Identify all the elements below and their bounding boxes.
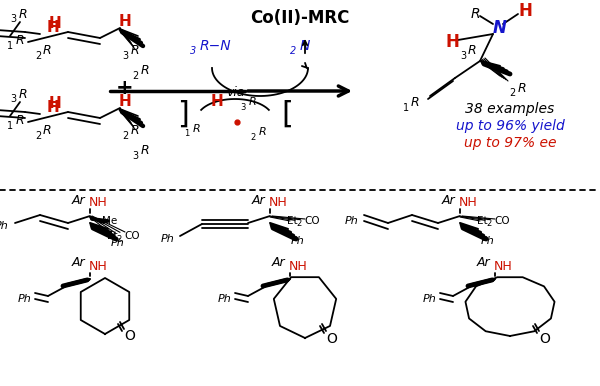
Text: 1: 1 <box>7 41 13 51</box>
Text: 2: 2 <box>509 88 515 98</box>
Text: 3: 3 <box>10 14 16 24</box>
Text: 2: 2 <box>250 132 256 142</box>
Text: Co(II)-MRC: Co(II)-MRC <box>250 9 350 27</box>
Text: 2: 2 <box>296 220 302 229</box>
Text: R: R <box>140 144 149 157</box>
Text: H: H <box>47 20 59 36</box>
Text: Me: Me <box>103 216 118 226</box>
Text: ]: ] <box>177 100 189 129</box>
Text: R: R <box>19 88 28 100</box>
Text: R: R <box>193 124 201 134</box>
Text: up to 96% yield: up to 96% yield <box>455 119 565 133</box>
Text: H: H <box>119 93 131 108</box>
Text: Et: Et <box>107 231 118 241</box>
Text: Et: Et <box>476 216 487 226</box>
Text: 2: 2 <box>35 131 41 141</box>
Text: Ph: Ph <box>0 221 9 231</box>
Text: 2: 2 <box>35 51 41 61</box>
Text: 3: 3 <box>460 51 466 61</box>
Text: 2: 2 <box>132 71 138 81</box>
Text: NH: NH <box>89 259 107 273</box>
Text: +: + <box>116 78 134 98</box>
Text: R: R <box>410 96 419 110</box>
Text: O: O <box>125 329 136 343</box>
Text: R: R <box>16 34 25 47</box>
Text: O: O <box>326 332 337 346</box>
Text: Ar: Ar <box>71 257 85 269</box>
Text: 3: 3 <box>241 103 245 112</box>
Text: Et: Et <box>287 216 298 226</box>
Text: CO: CO <box>494 216 510 226</box>
Text: 2: 2 <box>487 220 491 229</box>
Text: 2: 2 <box>116 235 122 244</box>
Text: H: H <box>49 17 61 32</box>
Text: Ar: Ar <box>476 257 490 269</box>
Text: 1: 1 <box>403 103 409 113</box>
Text: NH: NH <box>494 259 512 273</box>
Text: 3: 3 <box>190 46 196 56</box>
Text: Ar: Ar <box>71 193 85 207</box>
Text: via: via <box>226 86 244 98</box>
Text: N: N <box>300 39 310 53</box>
Text: NH: NH <box>269 196 287 210</box>
Text: Ph: Ph <box>423 294 437 304</box>
Text: H: H <box>518 2 532 20</box>
Text: [: [ <box>281 100 293 129</box>
Text: R: R <box>131 125 139 137</box>
Text: O: O <box>539 332 550 346</box>
Text: H: H <box>211 95 223 110</box>
Text: Ph: Ph <box>218 294 232 304</box>
Text: Ar: Ar <box>271 257 285 269</box>
Text: Ph: Ph <box>345 216 359 226</box>
Text: NH: NH <box>458 196 478 210</box>
Text: CO: CO <box>304 216 320 226</box>
Text: R: R <box>518 81 526 95</box>
Text: 2: 2 <box>290 46 296 56</box>
Text: 3: 3 <box>132 151 138 161</box>
Text: R: R <box>43 125 52 137</box>
Text: Ar: Ar <box>251 193 265 207</box>
Text: 3: 3 <box>10 94 16 104</box>
Text: 3: 3 <box>122 51 128 61</box>
Text: 2: 2 <box>122 131 128 141</box>
Text: 38 examples: 38 examples <box>466 102 554 116</box>
Text: R: R <box>249 97 257 107</box>
Text: R: R <box>467 44 476 58</box>
Text: R−N: R−N <box>199 39 231 53</box>
Text: Ar: Ar <box>441 193 455 207</box>
Text: H: H <box>49 96 61 112</box>
Text: Ph: Ph <box>291 236 305 246</box>
Text: Ph: Ph <box>161 234 175 244</box>
Text: R: R <box>131 44 139 58</box>
Text: NH: NH <box>289 259 307 273</box>
Text: R: R <box>259 127 267 137</box>
Text: 1: 1 <box>184 129 190 139</box>
Text: 1: 1 <box>7 121 13 131</box>
Text: CO: CO <box>124 231 140 241</box>
Text: H: H <box>445 33 459 51</box>
Text: H: H <box>119 14 131 29</box>
Text: R: R <box>19 7 28 20</box>
Text: R: R <box>43 44 52 58</box>
Text: Ph: Ph <box>111 238 125 248</box>
Text: N: N <box>493 19 507 37</box>
Text: R: R <box>140 64 149 78</box>
Text: Ph: Ph <box>18 294 32 304</box>
Text: H: H <box>47 100 59 115</box>
Text: Ph: Ph <box>481 236 495 246</box>
Text: up to 97% ee: up to 97% ee <box>464 136 556 150</box>
Text: R: R <box>470 7 480 21</box>
Text: R: R <box>16 115 25 127</box>
Text: NH: NH <box>89 196 107 210</box>
